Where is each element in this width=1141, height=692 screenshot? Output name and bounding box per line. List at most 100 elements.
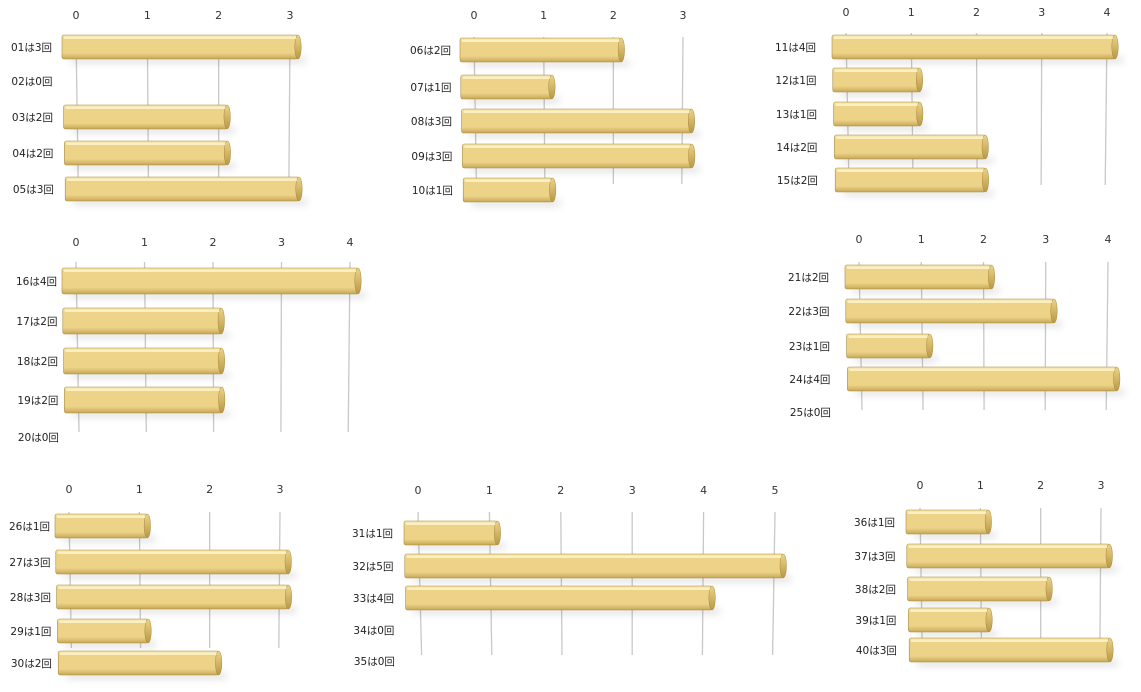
gridline — [1099, 507, 1102, 661]
category-label: 17は2回 — [16, 316, 57, 328]
category-label: 03は2回 — [12, 112, 53, 124]
bar-highlight — [64, 36, 296, 39]
bar-shadow — [841, 124, 928, 130]
bar-highlight — [65, 349, 220, 352]
bar-shadow — [471, 200, 561, 206]
x-tick-label: 4 — [1104, 6, 1111, 19]
bar-highlight — [57, 515, 146, 518]
category-label: 28は3回 — [10, 592, 51, 604]
category-label: 05は3回 — [13, 184, 54, 196]
bar-end-cap — [779, 553, 787, 579]
bar-highlight — [58, 586, 287, 589]
bar-shadow — [66, 673, 227, 679]
bar-highlight — [407, 587, 711, 590]
bar-shadow — [63, 536, 156, 542]
x-tick-label: 3 — [278, 236, 285, 249]
category-label: 31は1回 — [352, 528, 393, 540]
category-label: 20は0回 — [18, 432, 59, 444]
x-tick-label: 2 — [206, 483, 213, 496]
bar-shadow — [70, 332, 230, 338]
x-tick-label: 0 — [471, 9, 478, 22]
bar-highlight — [59, 620, 147, 623]
x-tick-label: 2 — [1037, 479, 1044, 492]
bar-shadow — [71, 127, 236, 133]
bar-end-cap — [988, 264, 995, 290]
x-tick-label: 5 — [772, 484, 779, 497]
bar-shadow — [842, 157, 994, 163]
x-tick-label: 0 — [73, 236, 80, 249]
bar-highlight — [835, 103, 918, 106]
bar-highlight — [406, 522, 496, 525]
bar-end-cap — [688, 143, 696, 169]
gridline — [701, 511, 705, 656]
x-tick-label: 2 — [210, 236, 217, 249]
bar-chart-5: 0 1 2 3 4 21は2回 22は3回 23は1回 24は4回 25は0回 — [788, 233, 1125, 419]
bar-end-cap — [984, 509, 992, 535]
bar-highlight — [911, 639, 1108, 642]
bar-shadow — [412, 576, 792, 582]
category-label: 39は1回 — [855, 615, 896, 627]
bar-shadow — [413, 608, 721, 614]
bar-end-cap — [144, 618, 152, 644]
bar-shadow — [840, 57, 1123, 63]
category-label: 36は1回 — [854, 517, 895, 529]
bar-highlight — [462, 76, 550, 79]
x-tick-label: 1 — [144, 9, 151, 22]
bar-shadow — [64, 607, 297, 613]
category-label: 30は2回 — [11, 658, 52, 670]
category-label: 33は4回 — [353, 593, 394, 605]
bar-shadow — [70, 57, 306, 63]
x-tick-label: 3 — [680, 9, 687, 22]
x-tick-label: 3 — [629, 484, 636, 497]
bar-highlight — [64, 269, 356, 272]
bar-highlight — [60, 652, 217, 655]
bar-shadow — [469, 131, 700, 137]
bar-chart-8: 0 1 2 3 36は1回 37は3回 38は2回 39は1回 40は3回 — [854, 479, 1118, 666]
category-label: 04は2回 — [12, 148, 53, 160]
bar-end-cap — [284, 549, 292, 575]
category-label: 16は4回 — [16, 276, 57, 288]
bar-highlight — [66, 388, 220, 391]
bar-shadow — [915, 599, 1058, 605]
bar-end-cap — [295, 176, 303, 202]
bar-end-cap — [548, 74, 556, 100]
bar-shadow — [73, 199, 307, 205]
bar-shadow — [72, 411, 230, 417]
bar-end-cap — [1050, 298, 1058, 324]
category-label: 21は2回 — [788, 272, 829, 284]
bar-chart-7: 0 1 2 3 4 5 31は1回 32は5回 33は4回 34は0回 35は0回 — [352, 484, 792, 668]
bar-highlight — [847, 266, 990, 269]
x-tick-label: 3 — [1098, 479, 1105, 492]
bar-shadow — [916, 630, 998, 636]
bar-end-cap — [1045, 576, 1053, 602]
bar-end-cap — [981, 134, 989, 160]
bar-end-cap — [708, 585, 716, 611]
bar-highlight — [406, 555, 782, 558]
bar-shadow — [843, 190, 994, 196]
x-tick-label: 1 — [141, 236, 148, 249]
category-label: 11は4回 — [775, 42, 816, 54]
x-tick-label: 3 — [287, 9, 294, 22]
bar-end-cap — [294, 34, 302, 60]
bar-highlight — [65, 106, 226, 109]
bar-chart-6: 0 1 2 3 26は1回 27は3回 28は3回 29は1回 30は2回 — [9, 483, 297, 679]
x-tick-label: 0 — [73, 9, 80, 22]
bar-shadow — [468, 97, 560, 103]
bar-end-cap — [617, 37, 625, 63]
category-label: 22は3回 — [788, 306, 829, 318]
x-tick-label: 1 — [540, 9, 547, 22]
x-tick-label: 2 — [973, 6, 980, 19]
bar-end-cap — [223, 104, 231, 130]
x-tick-label: 0 — [66, 483, 73, 496]
bar-shadow — [70, 292, 366, 298]
bar-end-cap — [688, 108, 695, 134]
bar-highlight — [908, 511, 987, 514]
category-label: 01は3回 — [11, 42, 52, 54]
category-label: 02は0回 — [11, 76, 52, 88]
category-label: 27は3回 — [9, 557, 50, 569]
bar-end-cap — [549, 177, 557, 203]
category-label: 13は1回 — [776, 109, 817, 121]
bar-end-cap — [143, 513, 151, 539]
category-label: 26は1回 — [9, 521, 50, 533]
